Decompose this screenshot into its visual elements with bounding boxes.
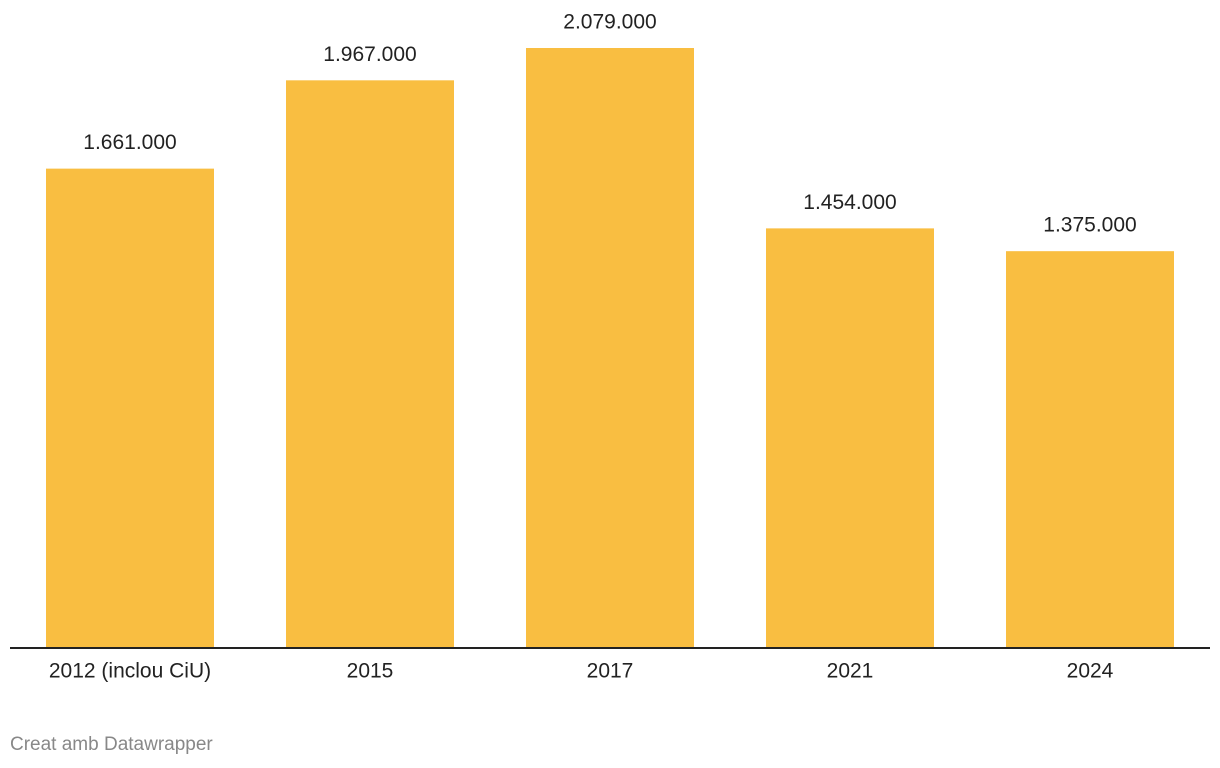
value-label: 2.079.000: [563, 11, 656, 34]
x-tick-label: 2024: [1067, 660, 1114, 683]
credit: Creat amb Datawrapper: [10, 734, 213, 755]
bar: [526, 48, 694, 648]
value-label: 1.661.000: [83, 131, 176, 154]
x-tick-label: 2015: [347, 660, 394, 683]
x-tick-label: 2021: [827, 660, 874, 683]
x-tick-label: 2017: [587, 660, 634, 683]
x-tick-label: 2012 (inclou CiU): [49, 660, 211, 683]
value-label: 1.967.000: [323, 43, 416, 66]
bar: [1006, 251, 1174, 648]
bar: [766, 228, 934, 648]
bar: [46, 168, 214, 648]
value-label: 1.375.000: [1043, 214, 1136, 237]
value-label: 1.454.000: [803, 191, 896, 214]
bar: [286, 80, 454, 648]
